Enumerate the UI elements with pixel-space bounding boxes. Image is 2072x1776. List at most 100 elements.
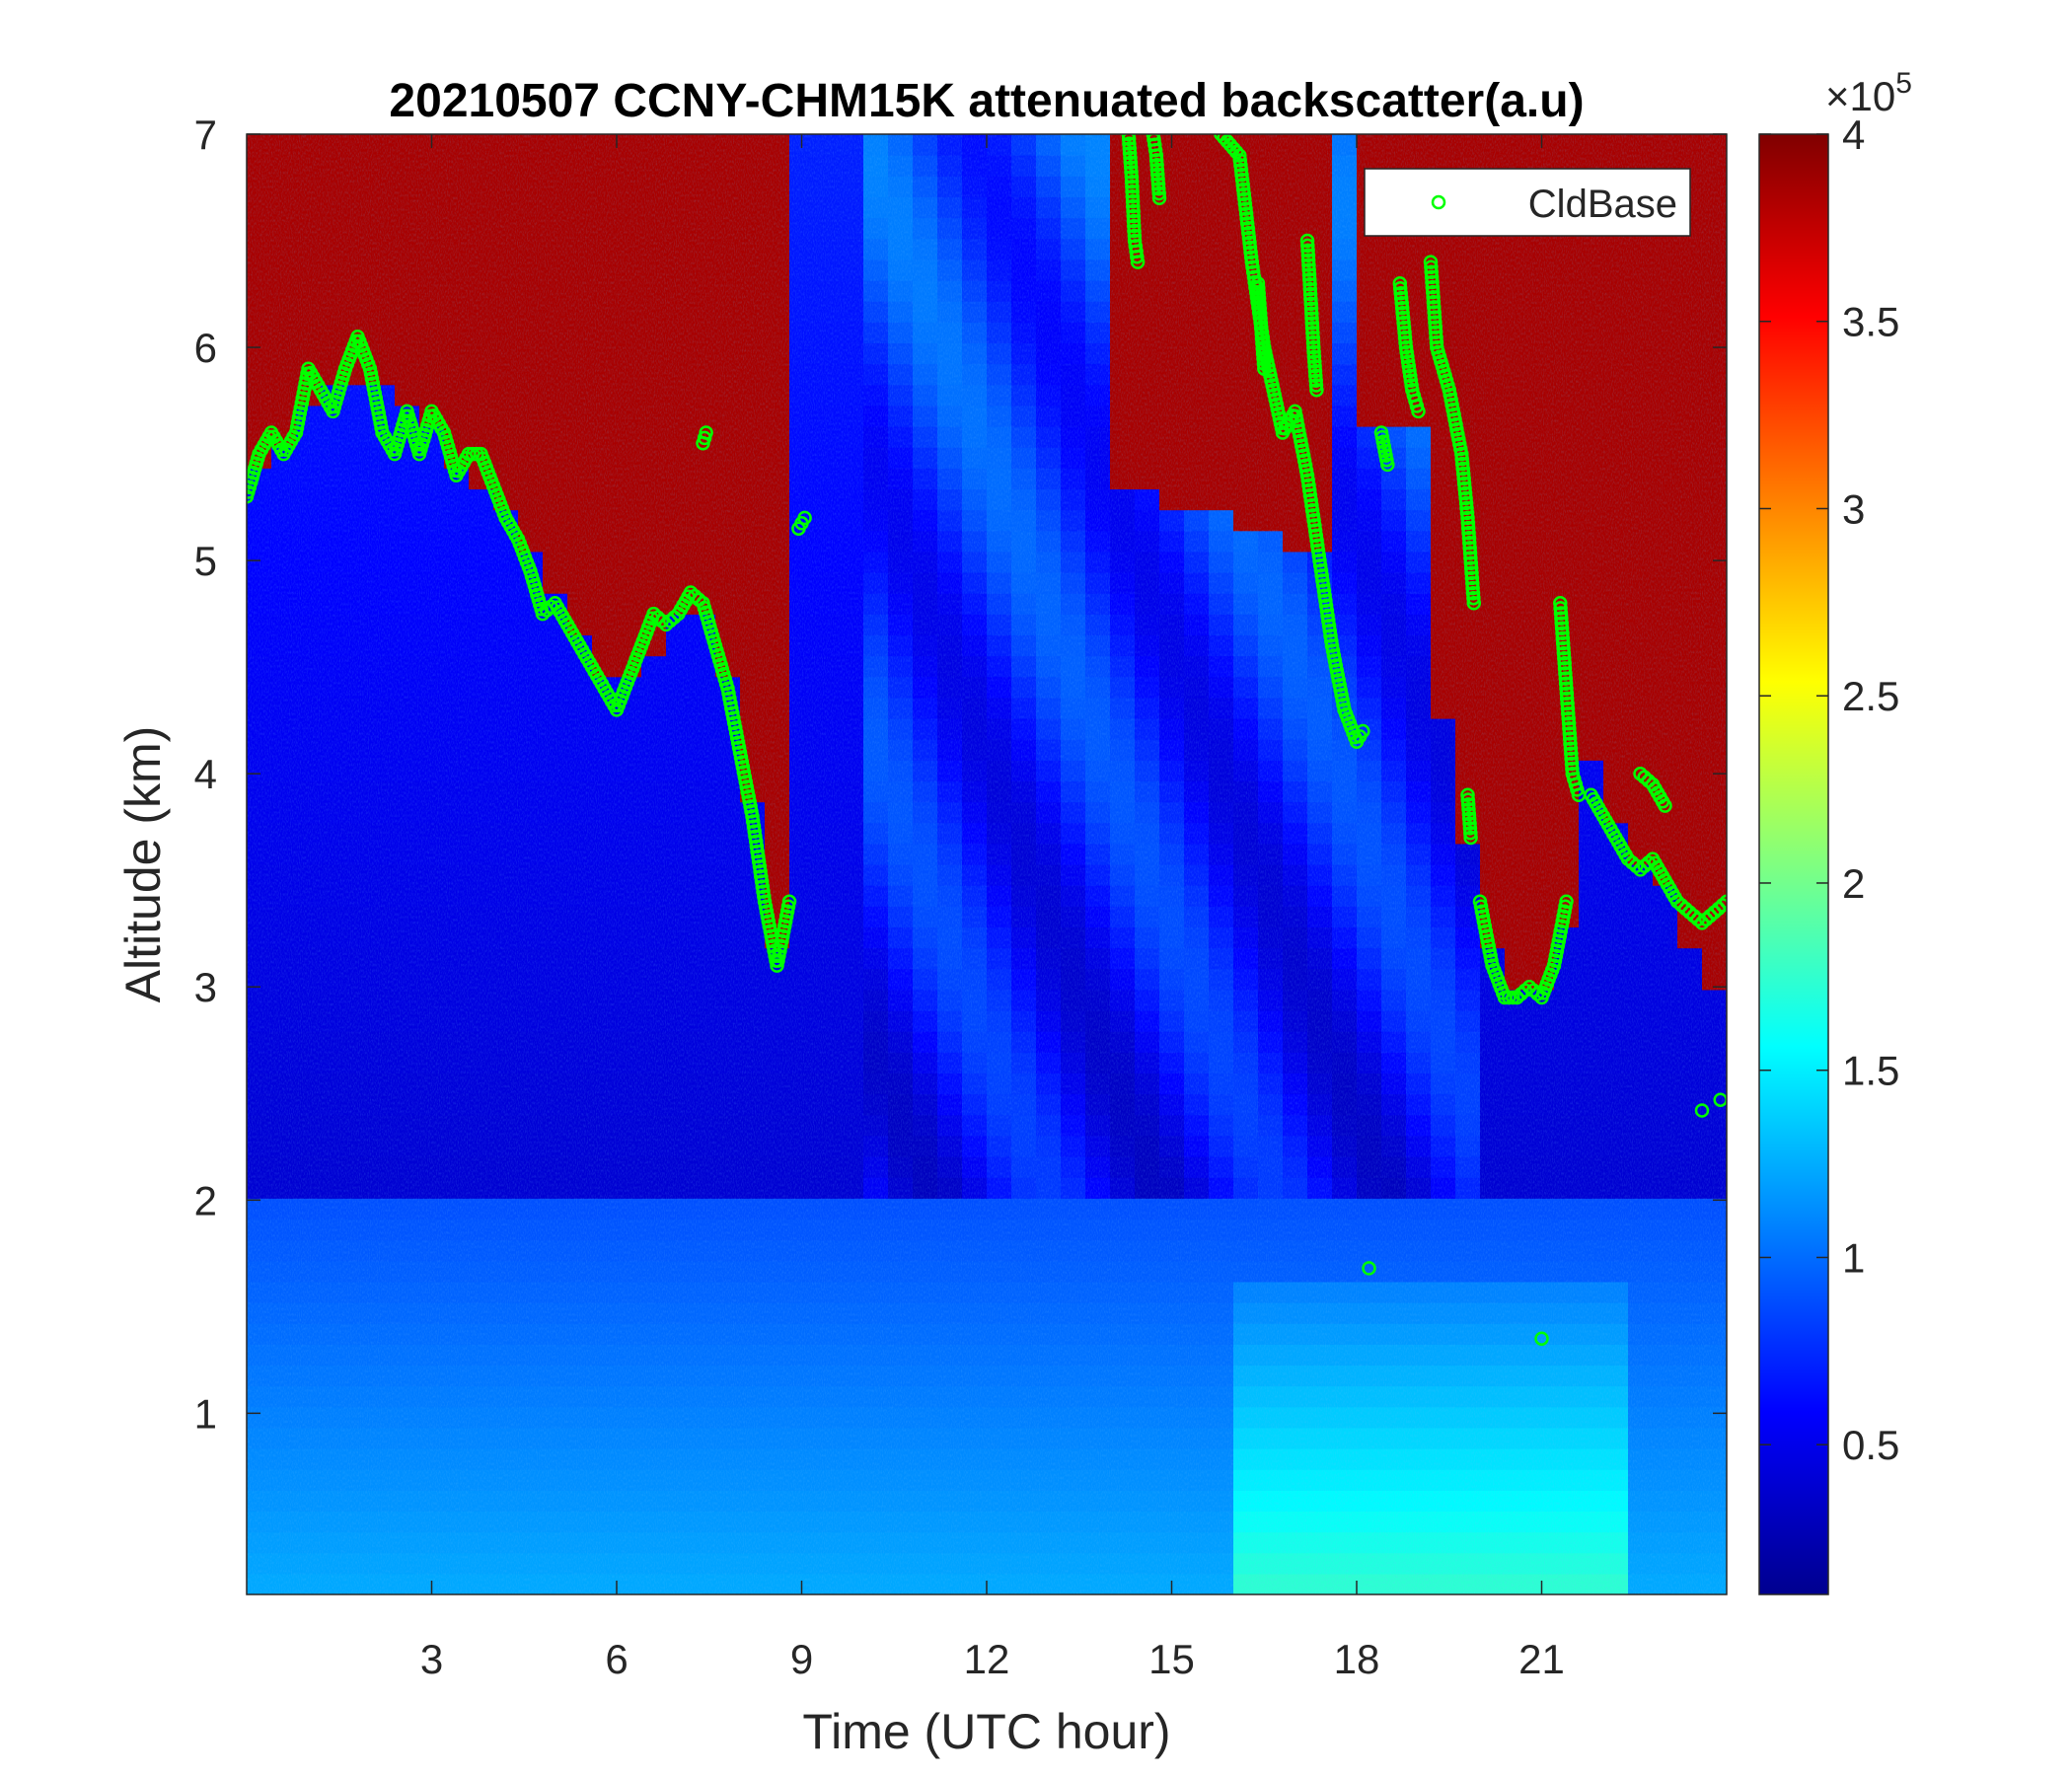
cldbase-point bbox=[1308, 528, 1324, 543]
cldbase-point bbox=[1306, 344, 1321, 360]
cldbase-point bbox=[1300, 473, 1315, 488]
cldbase-point bbox=[745, 814, 761, 829]
cldbase-point bbox=[1130, 249, 1145, 264]
cldbase-point bbox=[1303, 492, 1318, 508]
cldbase-point bbox=[1561, 705, 1576, 721]
cldbase-point bbox=[1465, 585, 1481, 601]
cldbase-point bbox=[1151, 185, 1166, 201]
cldbase-point bbox=[1125, 179, 1140, 194]
cldbase-point bbox=[1429, 334, 1444, 350]
cldbase-point bbox=[1424, 259, 1439, 274]
cldbase-point bbox=[1302, 272, 1317, 287]
cldbase-point bbox=[1392, 275, 1408, 291]
cldbase-point bbox=[1302, 281, 1318, 297]
cldbase-point bbox=[1425, 279, 1441, 295]
cldbase-point bbox=[1315, 578, 1331, 593]
cldbase-point bbox=[1424, 269, 1440, 285]
cldbase-point bbox=[1150, 167, 1165, 183]
cldbase-point bbox=[1307, 359, 1322, 374]
cldbase-point bbox=[1150, 172, 1165, 186]
cldbase-point bbox=[1425, 274, 1440, 290]
cldbase-point bbox=[1240, 221, 1256, 236]
cldbase-point bbox=[1307, 363, 1323, 379]
cldbase-point bbox=[1228, 144, 1244, 160]
cldbase-point bbox=[1121, 134, 1137, 147]
cldbase-point bbox=[1306, 513, 1321, 528]
cldbase-point bbox=[1554, 611, 1569, 626]
cldbase-point bbox=[1236, 186, 1252, 202]
cldbase-point bbox=[1457, 485, 1473, 501]
cldbase-point bbox=[1307, 523, 1323, 538]
cldbase-point bbox=[1455, 466, 1471, 481]
cldbase-point bbox=[1555, 635, 1571, 651]
cldbase-point bbox=[1302, 286, 1318, 302]
cldbase-point bbox=[1554, 621, 1570, 635]
cldbase-point bbox=[1233, 158, 1248, 173]
cldbase-point bbox=[1458, 495, 1474, 511]
cldbase-point bbox=[1411, 404, 1426, 419]
cldbase-point bbox=[1239, 216, 1255, 231]
cldbase-point bbox=[757, 889, 772, 904]
cldbase-point bbox=[1321, 613, 1336, 629]
cldbase-point bbox=[748, 834, 764, 850]
cldbase-point bbox=[1428, 320, 1443, 334]
cldbase-point bbox=[1561, 711, 1576, 726]
cldbase-point bbox=[1461, 530, 1477, 546]
cldbase-point bbox=[1560, 696, 1575, 711]
cldbase-point bbox=[1304, 306, 1319, 321]
cldbase-point bbox=[1304, 503, 1320, 518]
cldbase-point bbox=[687, 588, 703, 604]
cldbase-point bbox=[1564, 746, 1579, 762]
cldbase-point bbox=[650, 610, 665, 625]
cldbase-point bbox=[1564, 751, 1579, 767]
cldbase-point bbox=[755, 879, 771, 894]
cldbase-point bbox=[1460, 510, 1475, 526]
cldbase-point bbox=[1149, 162, 1165, 178]
cldbase-point bbox=[1317, 588, 1332, 603]
cldbase-point bbox=[1301, 267, 1317, 282]
cldbase-point bbox=[1425, 284, 1441, 300]
cldbase-point bbox=[1457, 481, 1472, 496]
cldbase-point bbox=[1256, 356, 1272, 371]
cldbase-point bbox=[754, 869, 769, 884]
plot-area bbox=[246, 133, 1728, 1595]
cldbase-point bbox=[1563, 736, 1578, 751]
cldbase-point bbox=[1459, 500, 1474, 516]
cldbase-point bbox=[1423, 255, 1439, 269]
cldbase-point bbox=[1624, 854, 1640, 870]
cldbase-point bbox=[1462, 541, 1477, 555]
heatmap-noise bbox=[247, 134, 1727, 1594]
cldbase-point bbox=[1311, 548, 1327, 563]
cldbase-point bbox=[1252, 301, 1268, 316]
cldbase-point bbox=[1462, 821, 1478, 836]
cldbase-point bbox=[1301, 482, 1317, 498]
cldbase-point bbox=[1125, 188, 1141, 204]
cldbase-point bbox=[1151, 190, 1167, 206]
cldbase-point bbox=[1395, 310, 1411, 326]
cldbase-point bbox=[1462, 816, 1477, 831]
cldbase-point bbox=[1125, 193, 1141, 209]
cldbase-point bbox=[1428, 325, 1443, 340]
cldbase-point bbox=[1323, 629, 1338, 643]
cldbase-point bbox=[1148, 153, 1164, 168]
cldbase-point bbox=[1429, 330, 1443, 345]
cldbase-point bbox=[1251, 281, 1266, 296]
cldbase-point bbox=[1302, 276, 1317, 292]
cldbase-point bbox=[1305, 334, 1321, 350]
cldbase-point bbox=[1302, 487, 1318, 503]
cldbase-point bbox=[1124, 174, 1140, 189]
cldbase-point bbox=[748, 829, 763, 844]
cldbase-point bbox=[750, 844, 765, 859]
cldbase-point bbox=[1310, 538, 1325, 554]
cldbase-point bbox=[1123, 160, 1139, 175]
cldbase-point bbox=[1459, 505, 1475, 521]
cldbase-point bbox=[1243, 245, 1258, 260]
cldbase-point bbox=[1239, 211, 1254, 226]
cldbase-point bbox=[1506, 990, 1520, 1005]
cldbase-point bbox=[1251, 286, 1266, 301]
cldbase-point bbox=[1454, 446, 1469, 462]
cldbase-point bbox=[1318, 593, 1333, 609]
cldbase-point bbox=[1393, 290, 1409, 306]
cldbase-point bbox=[1395, 305, 1410, 321]
